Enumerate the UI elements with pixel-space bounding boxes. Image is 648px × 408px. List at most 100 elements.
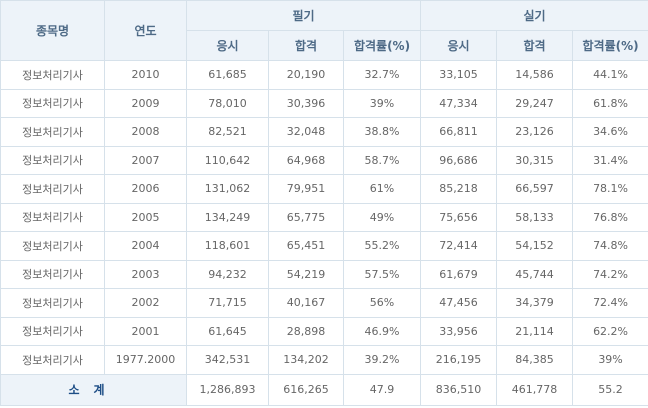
year-cell: 2003 <box>104 259 187 289</box>
written-applicants-cell: 134,249 <box>186 202 269 232</box>
written-pass-rate-cell: 39.2% <box>342 345 422 375</box>
subject-cell: 정보처리기사 <box>0 231 105 261</box>
written-applicants-cell: 131,062 <box>186 174 269 204</box>
table-row: 정보처리기사 2010 61,685 20,190 32.7% 33,105 14,586 4… <box>0 60 648 90</box>
practical-applicants-cell: 61,679 <box>420 259 498 289</box>
header-practical-pass-rate: 합격률(%) <box>572 30 648 61</box>
header-practical-applicants: 응시 <box>420 30 498 61</box>
year-cell: 2002 <box>104 288 187 318</box>
total-written-applicants: 1,286,893 <box>186 373 269 406</box>
practical-applicants-cell: 72,414 <box>420 231 498 261</box>
total-written-passed: 616,265 <box>268 373 344 406</box>
header-written-passed: 합격 <box>268 30 344 61</box>
year-cell: 2009 <box>104 88 187 118</box>
practical-passed-cell: 14,586 <box>496 60 574 90</box>
subject-cell: 정보처리기사 <box>0 259 105 289</box>
subject-cell: 정보처리기사 <box>0 345 105 375</box>
practical-passed-cell: 34,379 <box>496 288 574 318</box>
total-practical-passed: 461,778 <box>496 373 574 406</box>
year-cell: 2010 <box>104 60 187 90</box>
practical-passed-cell: 58,133 <box>496 202 574 232</box>
year-cell: 2008 <box>104 117 187 147</box>
practical-applicants-cell: 216,195 <box>420 345 498 375</box>
written-passed-cell: 28,898 <box>268 316 344 346</box>
written-passed-cell: 65,451 <box>268 231 344 261</box>
header-written: 필기 <box>185 0 422 31</box>
header-written-applicants: 응시 <box>186 30 269 61</box>
written-pass-rate-cell: 46.9% <box>342 316 422 346</box>
practical-applicants-cell: 75,656 <box>420 202 498 232</box>
practical-pass-rate-cell: 39% <box>572 345 648 375</box>
header-year: 연도 <box>104 0 187 61</box>
header-practical: 실기 <box>420 0 648 31</box>
written-passed-cell: 54,219 <box>268 259 344 289</box>
written-pass-rate-cell: 49% <box>342 202 422 232</box>
year-cell: 2001 <box>104 316 187 346</box>
year-cell: 1977.2000 <box>104 345 187 375</box>
subject-cell: 정보처리기사 <box>0 288 105 318</box>
practical-passed-cell: 66,597 <box>496 174 574 204</box>
practical-passed-cell: 54,152 <box>496 231 574 261</box>
written-pass-rate-cell: 56% <box>342 288 422 318</box>
written-applicants-cell: 110,642 <box>186 145 269 175</box>
total-written-pass-rate: 47.9 <box>342 373 422 406</box>
subject-cell: 정보처리기사 <box>0 117 105 147</box>
subject-cell: 정보처리기사 <box>0 145 105 175</box>
written-passed-cell: 20,190 <box>268 60 344 90</box>
header-subject: 종목명 <box>0 0 105 61</box>
practical-pass-rate-cell: 74.2% <box>572 259 648 289</box>
practical-passed-cell: 84,385 <box>496 345 574 375</box>
subject-cell: 정보처리기사 <box>0 316 105 346</box>
practical-applicants-cell: 85,218 <box>420 174 498 204</box>
practical-pass-rate-cell: 78.1% <box>572 174 648 204</box>
total-label: 소계 <box>0 373 187 406</box>
practical-pass-rate-cell: 44.1% <box>572 60 648 90</box>
year-cell: 2007 <box>104 145 187 175</box>
table-row: 정보처리기사 2007 110,642 64,968 58.7% 96,686 30,315… <box>0 145 648 175</box>
total-practical-applicants: 836,510 <box>420 373 498 406</box>
table-row: 정보처리기사 2001 61,645 28,898 46.9% 33,956 21,114 6… <box>0 316 648 346</box>
practical-pass-rate-cell: 31.4% <box>572 145 648 175</box>
table-row: 정보처리기사 2006 131,062 79,951 61% 85,218 66,597 78… <box>0 174 648 204</box>
written-passed-cell: 30,396 <box>268 88 344 118</box>
written-applicants-cell: 94,232 <box>186 259 269 289</box>
subject-cell: 정보처리기사 <box>0 60 105 90</box>
written-pass-rate-cell: 38.8% <box>342 117 422 147</box>
written-passed-cell: 64,968 <box>268 145 344 175</box>
practical-pass-rate-cell: 76.8% <box>572 202 648 232</box>
year-cell: 2005 <box>104 202 187 232</box>
practical-passed-cell: 30,315 <box>496 145 574 175</box>
practical-applicants-cell: 33,105 <box>420 60 498 90</box>
table-row: 정보처리기사 1977.2000 342,531 134,202 39.2% 216,19… <box>0 345 648 375</box>
written-pass-rate-cell: 57.5% <box>342 259 422 289</box>
practical-pass-rate-cell: 61.8% <box>572 88 648 118</box>
practical-passed-cell: 21,114 <box>496 316 574 346</box>
table-row: 정보처리기사 2008 82,521 32,048 38.8% 66,811 23,126 3… <box>0 117 648 147</box>
written-pass-rate-cell: 39% <box>342 88 422 118</box>
practical-passed-cell: 45,744 <box>496 259 574 289</box>
table-row: 정보처리기사 2004 118,601 65,451 55.2% 72,414 54,152… <box>0 231 648 261</box>
practical-pass-rate-cell: 74.8% <box>572 231 648 261</box>
written-pass-rate-cell: 58.7% <box>342 145 422 175</box>
practical-pass-rate-cell: 34.6% <box>572 117 648 147</box>
subject-cell: 정보처리기사 <box>0 88 105 118</box>
total-practical-pass-rate: 55.2 <box>572 373 648 406</box>
written-applicants-cell: 82,521 <box>186 117 269 147</box>
written-pass-rate-cell: 55.2% <box>342 231 422 261</box>
written-pass-rate-cell: 61% <box>342 174 422 204</box>
total-row: 소계 1,286,893 616,265 47.9 836,510 461,77… <box>0 373 648 406</box>
written-applicants-cell: 71,715 <box>186 288 269 318</box>
year-cell: 2006 <box>104 174 187 204</box>
table-row: 정보처리기사 2009 78,010 30,396 39% 47,334 29,247 61.… <box>0 88 648 118</box>
practical-applicants-cell: 96,686 <box>420 145 498 175</box>
table-row: 정보처리기사 2003 94,232 54,219 57.5% 61,679 45,744 7… <box>0 259 648 289</box>
practical-pass-rate-cell: 62.2% <box>572 316 648 346</box>
practical-applicants-cell: 66,811 <box>420 117 498 147</box>
written-applicants-cell: 78,010 <box>186 88 269 118</box>
written-applicants-cell: 342,531 <box>186 345 269 375</box>
written-applicants-cell: 118,601 <box>186 231 269 261</box>
written-passed-cell: 134,202 <box>268 345 344 375</box>
written-applicants-cell: 61,645 <box>186 316 269 346</box>
practical-applicants-cell: 47,334 <box>420 88 498 118</box>
